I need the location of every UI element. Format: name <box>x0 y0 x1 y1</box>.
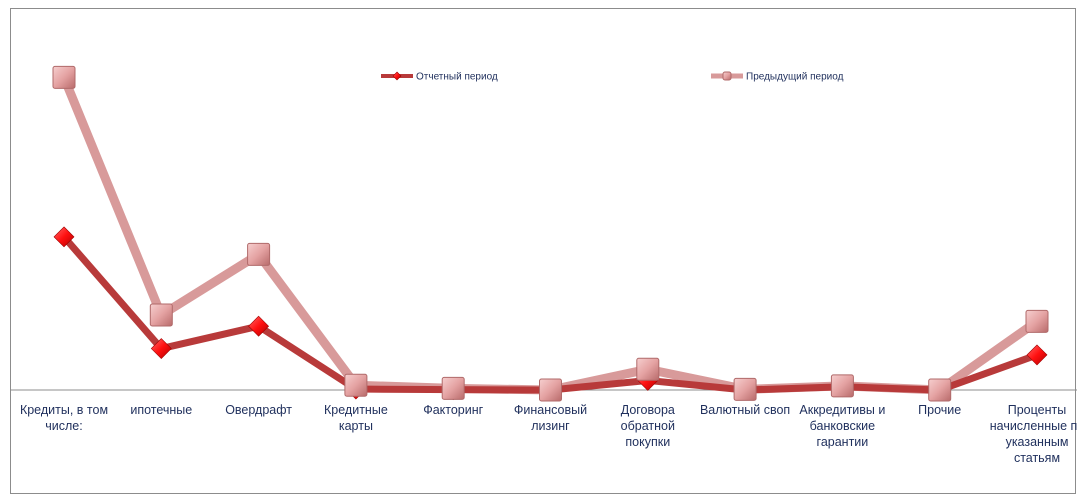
legend-marker <box>722 71 732 81</box>
x-tick-label: Кредитные карты <box>324 403 388 433</box>
legend-label: Отчетный период <box>416 72 498 83</box>
series-2-point <box>344 373 368 397</box>
x-tick-label: ипотечные <box>130 403 192 417</box>
series-layer <box>52 65 1049 402</box>
series-2-point <box>539 378 562 402</box>
series-1-point <box>150 338 172 359</box>
x-tick-label: Валютный своп <box>700 403 790 417</box>
chart-frame: Кредиты, в том числе: ипотечные Овердрафт Кр… <box>10 8 1077 494</box>
x-tick-label: Прочие <box>918 403 961 417</box>
legend-label: Предыдущий период <box>746 72 844 83</box>
series-2-point <box>636 357 660 381</box>
x-tick-label: Кредиты, в том числе: <box>20 403 108 433</box>
series-line-1 <box>60 233 1041 394</box>
x-tick-label: Аккредитивы и банковские гарантии <box>799 403 885 449</box>
series-line-2 <box>59 72 1042 395</box>
x-tick-labels: Кредиты, в том числе: ипотечные Овердрафт Кр… <box>20 403 1077 465</box>
series-2-point <box>830 374 854 398</box>
legend-entry-2: Предыдущий период <box>711 71 844 83</box>
series-2-point <box>247 242 271 266</box>
line-chart: Кредиты, в том числе: ипотечные Овердрафт Кр… <box>11 65 1077 465</box>
x-tick-label: Договора обратной покупки <box>621 403 675 449</box>
x-tick-label: Финансовый лизинг <box>514 403 587 433</box>
legend-marker <box>392 71 402 81</box>
legend-entry-1: Отчетный период <box>381 72 498 83</box>
series-2-point <box>441 376 465 400</box>
series-2-point <box>1025 309 1049 333</box>
series-1-point <box>248 315 270 337</box>
x-tick-label: Факторинг <box>423 403 483 417</box>
series-1-point <box>53 226 75 248</box>
x-tick-label: Овердрафт <box>225 403 292 417</box>
series-1-point <box>1026 344 1048 366</box>
legend: Отчетный период Предыдущий период <box>381 71 844 83</box>
series-2-point <box>52 65 76 89</box>
series-2-point <box>149 303 173 327</box>
series-2-point <box>928 378 952 402</box>
series-2-point <box>733 377 757 401</box>
x-tick-label: Проценты начисленные по указанным статьям <box>990 403 1077 465</box>
